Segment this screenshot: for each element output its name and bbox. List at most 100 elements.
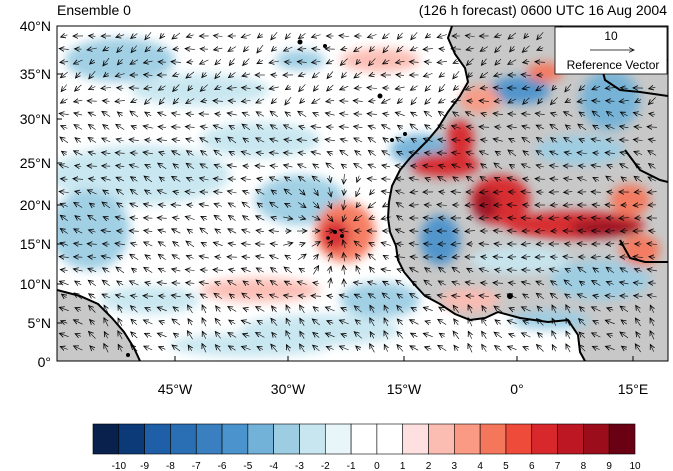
wind-vector xyxy=(397,305,404,313)
lat-label: 35°N xyxy=(20,66,51,82)
wind-vector xyxy=(241,35,251,38)
wind-vector xyxy=(340,150,349,156)
wind-vector xyxy=(90,346,94,350)
wind-vector xyxy=(509,139,516,142)
wind-vector xyxy=(648,151,657,156)
wind-vector xyxy=(620,126,629,128)
wind-vector xyxy=(61,179,68,180)
wind-vector xyxy=(343,200,345,210)
wind-vector xyxy=(536,125,544,129)
wind-vector xyxy=(270,111,278,118)
map-frame xyxy=(56,25,669,362)
wind-vector xyxy=(409,205,419,206)
wind-vector xyxy=(89,331,96,339)
colorbar-box xyxy=(118,423,145,455)
colorbar-label: -2 xyxy=(321,461,330,471)
wind-vector xyxy=(453,61,460,64)
wind-vector xyxy=(577,294,587,298)
wind-vector xyxy=(411,308,418,311)
wind-vector xyxy=(633,205,643,206)
wind-vector xyxy=(411,333,418,337)
wind-vector xyxy=(283,217,293,219)
wind-vector xyxy=(341,164,347,168)
wind-vector xyxy=(454,345,458,351)
wind-vector xyxy=(298,188,305,195)
wind-vector xyxy=(172,113,181,115)
wind-vector xyxy=(243,58,250,66)
wind-vector xyxy=(102,111,111,117)
wind-vector xyxy=(129,231,139,232)
wind-vector xyxy=(285,96,292,105)
wind-vector xyxy=(341,48,348,49)
wind-vector xyxy=(158,254,166,260)
wind-vector xyxy=(173,191,180,192)
wind-vector xyxy=(159,97,165,105)
wind-vector xyxy=(102,138,111,142)
wind-vector xyxy=(228,281,237,286)
wind-vector xyxy=(593,268,600,272)
wind-vector xyxy=(508,150,517,157)
wind-vector xyxy=(437,257,447,258)
wind-vector xyxy=(271,190,277,194)
wind-vector xyxy=(339,127,349,128)
wind-vector xyxy=(397,269,403,271)
wind-vector xyxy=(398,125,403,128)
wind-vector xyxy=(158,230,167,232)
wind-vector xyxy=(578,218,587,219)
wind-vector xyxy=(606,140,614,141)
wind-vector xyxy=(465,205,475,206)
wind-vector xyxy=(579,319,586,326)
wind-vector xyxy=(550,179,559,180)
wind-vector xyxy=(508,32,517,39)
wind-vector xyxy=(199,256,209,258)
wind-vector xyxy=(495,58,502,65)
colorbar-box xyxy=(299,423,326,455)
wind-vector xyxy=(453,112,460,116)
wind-vector xyxy=(213,125,223,129)
wind-vector xyxy=(410,124,419,131)
wind-vector xyxy=(383,281,390,284)
wind-vector xyxy=(241,320,251,323)
wind-vector xyxy=(578,166,586,167)
wind-vector xyxy=(89,36,96,37)
wind-vector xyxy=(61,35,68,37)
wind-vector xyxy=(75,84,82,91)
wind-vector xyxy=(115,74,125,77)
colorbar-label: 6 xyxy=(529,461,535,471)
colorbar-label: 1 xyxy=(400,461,406,471)
wind-vector xyxy=(103,47,110,51)
wind-vector xyxy=(510,164,515,167)
wind-vector xyxy=(257,125,264,130)
wind-vector xyxy=(313,345,320,352)
wind-vector xyxy=(566,344,570,353)
wind-vector xyxy=(255,166,265,167)
wind-vector xyxy=(647,244,658,245)
wind-vector xyxy=(214,192,223,193)
wind-vector xyxy=(187,151,194,156)
wind-vector xyxy=(634,269,642,272)
wind-vector xyxy=(228,229,237,233)
wind-vector xyxy=(101,178,111,180)
colorbar-label: -9 xyxy=(140,461,149,471)
wind-vector xyxy=(507,320,517,323)
wind-vector xyxy=(299,84,306,91)
wind-vector xyxy=(634,176,643,182)
wind-vector xyxy=(172,139,181,140)
wind-vector xyxy=(327,152,333,155)
wind-vector xyxy=(269,61,279,63)
wind-vector xyxy=(229,58,235,66)
wind-vector xyxy=(339,320,349,324)
wind-vector xyxy=(74,60,83,64)
colorbar-label: 5 xyxy=(503,461,509,471)
wind-vector xyxy=(578,267,587,274)
wind-vector xyxy=(368,35,377,38)
wind-vector xyxy=(424,280,433,287)
wind-vector xyxy=(103,101,110,102)
colorbar-label: 7 xyxy=(555,461,561,471)
wind-vector xyxy=(271,318,278,326)
wind-vector xyxy=(606,112,614,117)
wind-vector xyxy=(300,344,305,353)
wind-vector xyxy=(256,99,265,103)
wind-vector xyxy=(565,99,571,102)
colorbar-box xyxy=(221,423,249,455)
